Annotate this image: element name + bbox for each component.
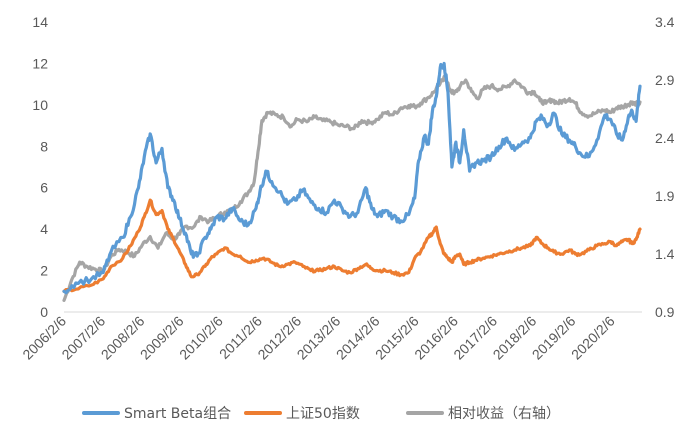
legend-label-2: 相对收益（右轴）: [448, 406, 560, 422]
legend-label-0: Smart Beta组合: [124, 406, 231, 422]
legend-label-1: 上证50指数: [286, 406, 360, 422]
right-tick-label: 1.9: [655, 188, 675, 204]
x-tick-label: 2010/2/6: [176, 313, 226, 363]
left-tick-label: 10: [32, 97, 48, 113]
x-tick-label: 2020/2/6: [568, 313, 618, 363]
right-tick-label: 0.9: [655, 304, 675, 320]
right-axis: 0.9 1.4 1.9 2.4 2.9 3.4: [655, 14, 675, 320]
series-line-2: [62, 74, 642, 302]
series-line-1: [62, 198, 642, 293]
left-axis: 0 2 4 6 8 10 12 14: [32, 14, 48, 320]
right-tick-label: 2.9: [655, 72, 675, 88]
left-tick-label: 4: [40, 221, 48, 237]
right-tick-label: 2.4: [655, 130, 675, 146]
left-tick-label: 14: [32, 14, 48, 30]
legend: Smart Beta组合 上证50指数 相对收益（右轴）: [82, 406, 560, 422]
left-tick-label: 6: [40, 180, 48, 196]
x-axis: 2006/2/62007/2/62008/2/62009/2/62010/2/6…: [19, 313, 618, 363]
plot-lines: [62, 61, 642, 302]
right-tick-label: 1.4: [655, 246, 675, 262]
series-line-0: [62, 61, 642, 295]
left-tick-label: 12: [32, 55, 48, 71]
left-tick-label: 0: [40, 304, 48, 320]
right-tick-label: 3.4: [655, 14, 675, 30]
left-tick-label: 8: [40, 138, 48, 154]
left-tick-label: 2: [40, 263, 48, 279]
